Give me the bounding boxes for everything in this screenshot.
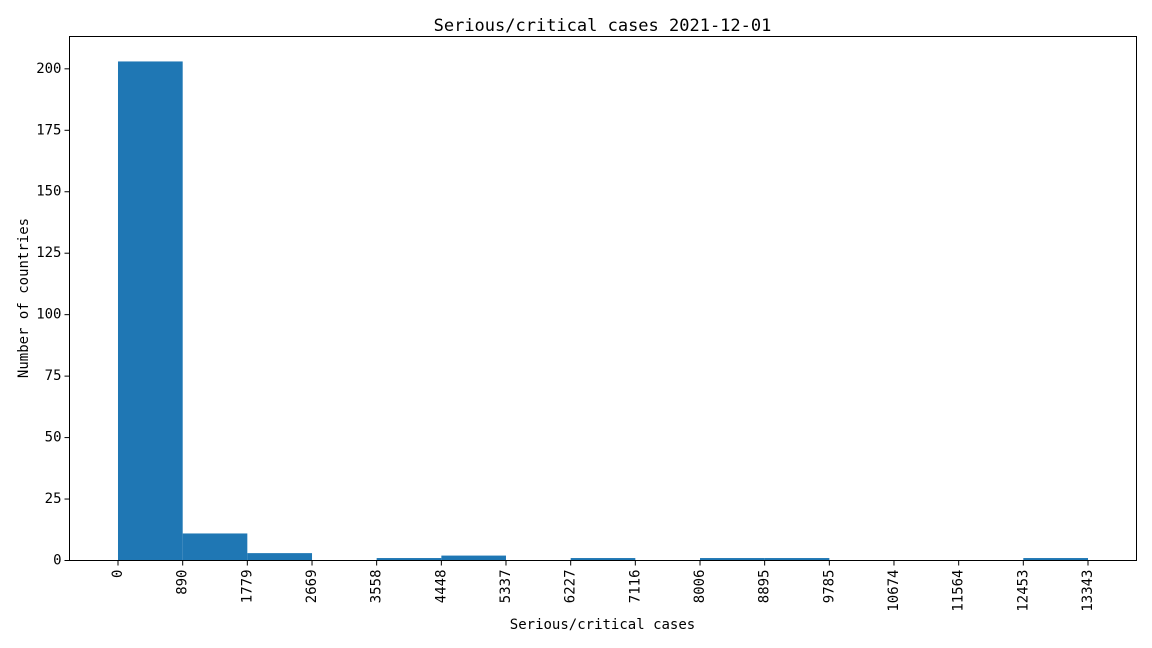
y-tick-label: 100	[36, 307, 61, 323]
histogram-bar	[117, 61, 183, 561]
histogram-bar	[182, 533, 248, 561]
x-tick-label: 2669	[304, 570, 320, 604]
histogram-bar	[764, 558, 830, 561]
x-axis-label: Serious/critical cases	[510, 617, 695, 633]
x-tick-label: 8895	[757, 570, 773, 604]
x-tick-label: 7116	[627, 570, 643, 604]
y-axis-ticks: 0 25 50 75 100 125 150 175 200	[36, 61, 70, 569]
x-tick-label: 6227	[563, 570, 579, 604]
histogram-bar	[700, 558, 765, 561]
x-tick-label: 4448	[433, 570, 449, 604]
histogram-bar	[570, 558, 636, 561]
bars-group	[117, 61, 1089, 561]
x-tick-label: 9785	[821, 570, 837, 604]
x-axis-ticks: 0 890 1779 2669 3558 4448 5337 6227 7116 8006 8895…	[110, 560, 1096, 612]
x-tick-label: 11564	[951, 570, 967, 612]
histogram-bar	[1023, 558, 1089, 561]
y-tick-label: 75	[45, 368, 62, 384]
x-tick-label: 3558	[369, 570, 385, 604]
x-tick-label: 8006	[692, 570, 708, 604]
x-tick-label: 10674	[886, 570, 902, 612]
x-tick-label: 0	[110, 570, 126, 578]
y-tick-label: 50	[45, 430, 62, 446]
y-tick-label: 0	[53, 553, 61, 569]
y-tick-label: 25	[45, 491, 62, 507]
y-tick-label: 150	[36, 184, 61, 200]
y-tick-label: 200	[36, 61, 61, 77]
plot-frame	[69, 36, 1137, 561]
x-tick-label: 12453	[1015, 570, 1031, 612]
x-tick-label: 13343	[1080, 570, 1096, 612]
y-tick-label: 175	[36, 122, 61, 138]
x-tick-label: 890	[175, 570, 191, 595]
histogram-bar	[441, 555, 506, 561]
chart-title: Serious/critical cases 2021-12-01	[434, 16, 772, 36]
histogram-bar	[376, 558, 442, 561]
histogram-bar	[247, 553, 313, 561]
y-axis-label: Number of countries	[16, 218, 32, 378]
x-tick-label: 5337	[498, 570, 514, 604]
y-tick-label: 125	[36, 245, 61, 261]
x-tick-label: 1779	[239, 570, 255, 604]
